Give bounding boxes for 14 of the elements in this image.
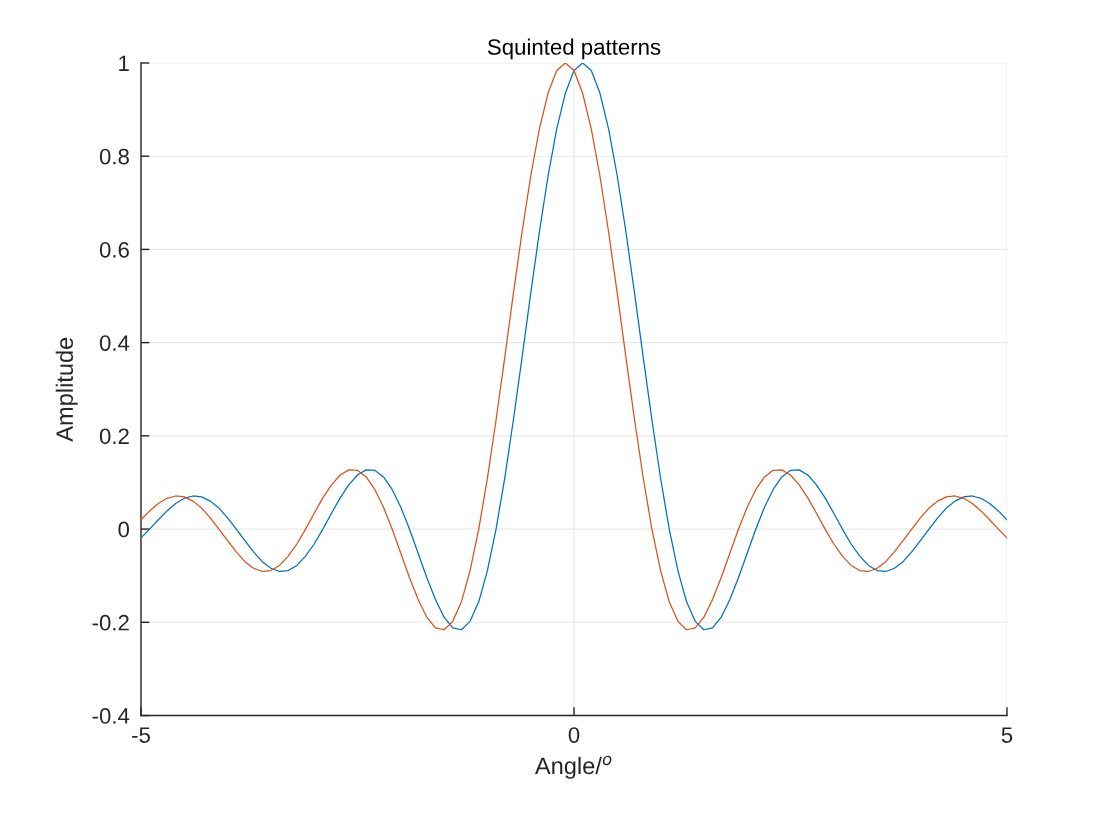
y-tick-label: 0.4 — [99, 335, 130, 351]
y-tick-label: 0.6 — [99, 241, 129, 258]
y-tick-label: -0.2 — [92, 614, 129, 631]
y-tick-label: 0 — [118, 521, 130, 538]
y-tick-label: -0.4 — [92, 708, 130, 724]
y-axis-title: Amplitude — [55, 337, 78, 442]
x-tick-label: 5 — [1001, 727, 1013, 743]
x-tick-label: -5 — [132, 727, 150, 743]
y-tick-label: 0.2 — [99, 428, 129, 445]
x-tick-label: 0 — [568, 727, 580, 743]
chart-title: Squinted patterns — [487, 38, 661, 60]
y-tick-label: 1 — [119, 55, 129, 72]
x-axis-title: Angle/$^{o}$ — [534, 755, 612, 779]
y-tick-label: 0.8 — [99, 148, 129, 165]
